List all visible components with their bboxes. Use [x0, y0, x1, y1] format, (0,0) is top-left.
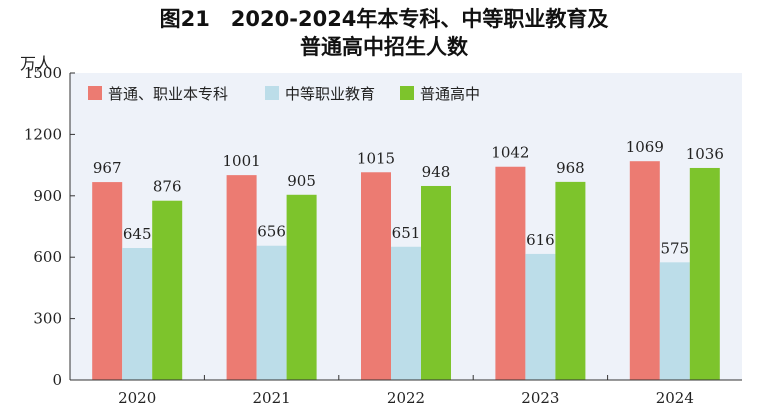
y-tick-label-0: 0	[52, 371, 62, 389]
x-tick-label-2021: 2021	[253, 389, 291, 407]
bar-2024-series-0	[629, 161, 660, 380]
x-tick-label-2020: 2020	[118, 389, 156, 407]
data-label-2020-series-2: 876	[153, 178, 182, 196]
legend-swatch-series-2	[400, 86, 414, 100]
chart-title-line1: 图21 2020-2024年本专科、中等职业教育及	[159, 7, 609, 31]
data-label-2023-series-1: 616	[526, 231, 555, 249]
data-label-2022-series-1: 651	[392, 224, 421, 242]
legend-swatch-series-1	[265, 86, 279, 100]
data-label-2021-series-0: 1001	[223, 152, 261, 170]
bar-2021-series-2	[286, 194, 317, 380]
data-label-2022-series-2: 948	[422, 163, 451, 181]
y-tick-label-900: 900	[33, 187, 62, 205]
bar-2023-series-2	[555, 181, 586, 380]
bar-2022-series-0	[361, 172, 391, 380]
data-label-2023-series-2: 968	[556, 159, 585, 177]
data-label-2020-series-1: 645	[123, 225, 152, 243]
legend-label-series-1: 中等职业教育	[285, 85, 375, 103]
data-label-2022-series-0: 1015	[357, 149, 395, 167]
data-label-2023-series-0: 1042	[491, 144, 529, 162]
data-label-2020-series-0: 967	[93, 159, 122, 177]
legend-label-series-0: 普通、职业本专科	[108, 85, 228, 103]
bar-2022-series-1	[391, 246, 421, 380]
bar-2020-series-1	[122, 247, 153, 380]
legend-swatch-series-0	[88, 86, 102, 100]
y-tick-label-300: 300	[33, 310, 62, 328]
legend-label-series-2: 普通高中	[420, 85, 480, 103]
data-label-2021-series-2: 905	[287, 172, 316, 190]
bar-2024-series-1	[659, 262, 690, 380]
x-tick-label-2024: 2024	[656, 389, 694, 407]
bar-2021-series-1	[256, 245, 287, 380]
bar-2020-series-2	[152, 200, 183, 380]
bar-2021-series-0	[226, 175, 257, 380]
bar-2024-series-2	[689, 167, 720, 380]
data-label-2024-series-1: 575	[660, 239, 689, 257]
bar-2023-series-1	[525, 253, 556, 380]
y-tick-label-600: 600	[33, 248, 62, 266]
data-label-2024-series-2: 1036	[686, 145, 724, 163]
x-tick-label-2023: 2023	[521, 389, 559, 407]
data-label-2021-series-1: 656	[257, 223, 286, 241]
bar-2020-series-0	[92, 182, 123, 380]
y-axis-unit: 万人	[20, 54, 53, 73]
x-tick-label-2022: 2022	[387, 389, 425, 407]
y-tick-label-1200: 1200	[24, 125, 62, 143]
bar-2022-series-2	[421, 185, 451, 380]
bar-2023-series-0	[495, 166, 526, 380]
chart-title-line2: 普通高中招生人数	[300, 35, 468, 59]
data-label-2024-series-0: 1069	[626, 138, 664, 156]
y-tick-label-1500: 1500	[24, 64, 62, 82]
